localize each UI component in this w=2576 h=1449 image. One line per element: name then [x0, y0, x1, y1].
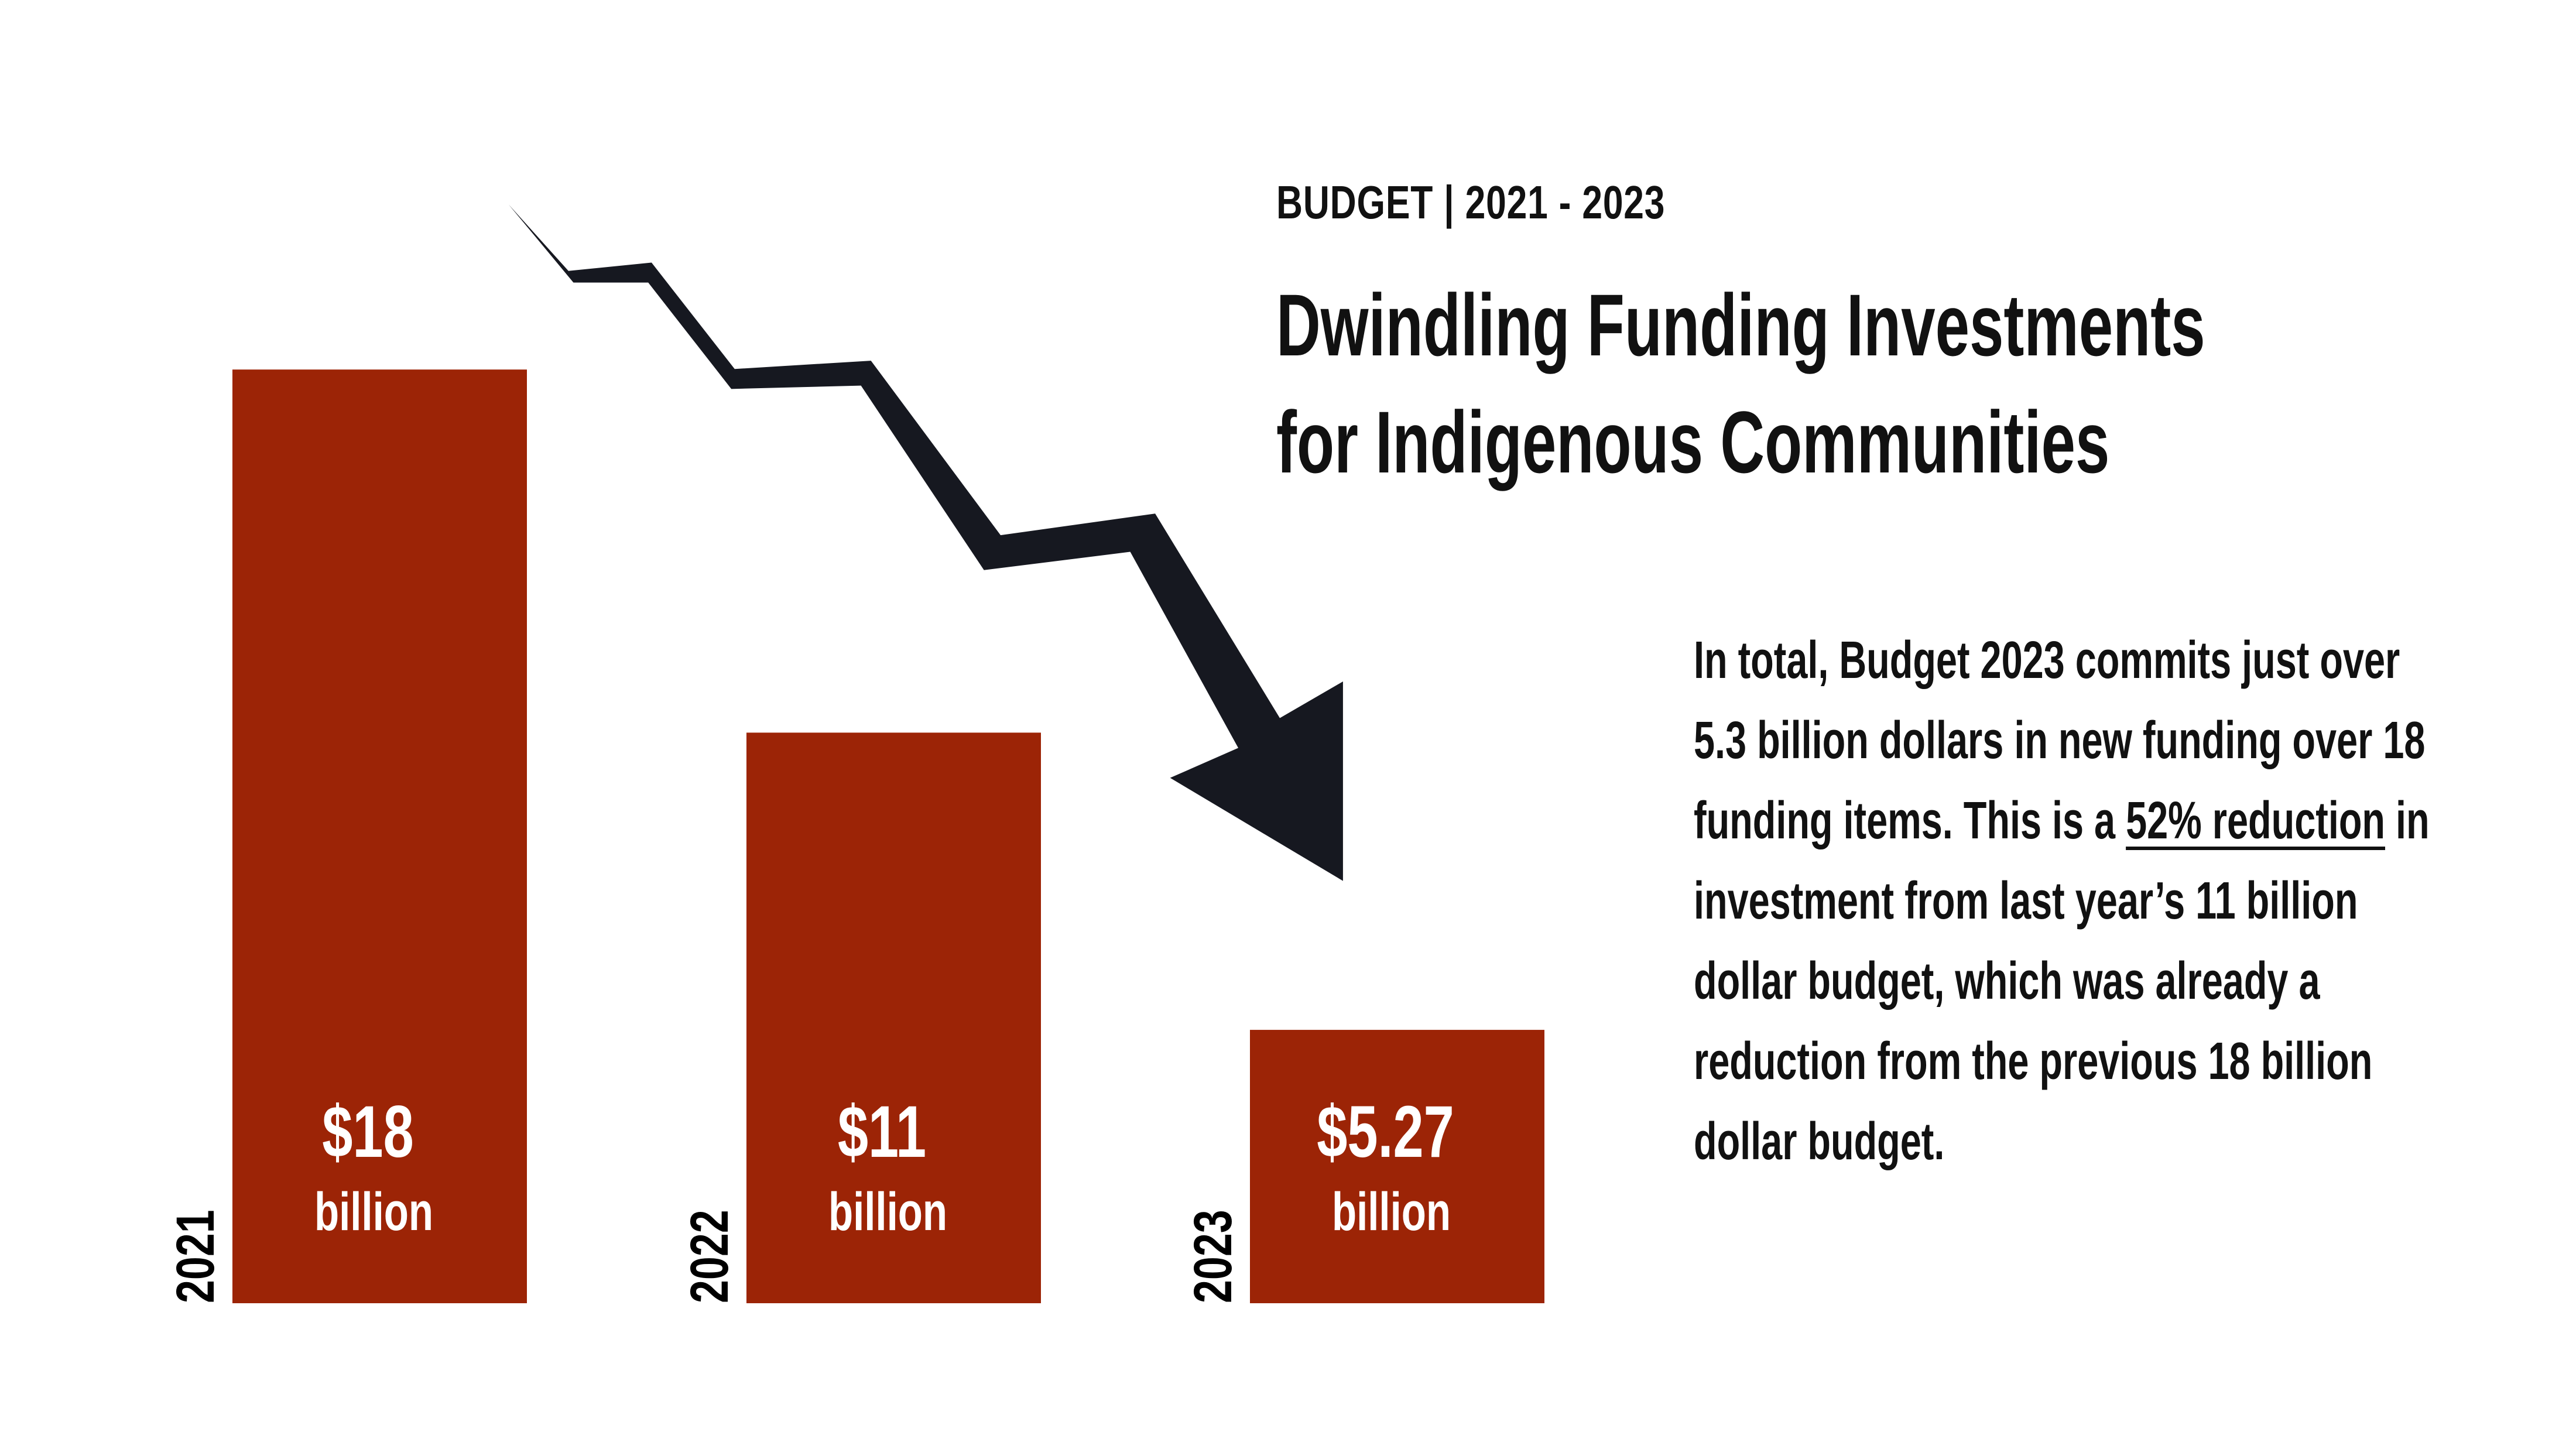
value-label: $18: [322, 1091, 413, 1173]
year-label: 2021: [165, 1210, 225, 1303]
title: Dwindling Funding Investments for Indige…: [1276, 266, 2506, 501]
year-label: 2022: [679, 1210, 739, 1303]
body-text-part: in investment from last year’s 11 billio…: [1694, 792, 2430, 1171]
year-label: 2023: [1183, 1210, 1243, 1303]
value-unit: billion: [828, 1181, 947, 1242]
bar: [232, 369, 527, 1304]
value-unit: billion: [1332, 1181, 1451, 1242]
value-label: $11: [838, 1091, 926, 1173]
title-line: for Indigenous Communities: [1276, 393, 2110, 491]
body-text: In total, Budget 2023 commits just over …: [1694, 621, 2444, 1182]
value-unit: billion: [314, 1181, 433, 1242]
bar: [746, 732, 1041, 1303]
body-text-highlight: 52% reduction: [2126, 792, 2386, 850]
value-label: $5.27: [1317, 1091, 1454, 1173]
bar: [1250, 1030, 1544, 1303]
body-text-part: In total, Budget 2023 commits just over …: [1694, 631, 2426, 850]
decline-arrow: [508, 204, 1343, 881]
title-line: Dwindling Funding Investments: [1276, 276, 2205, 374]
subtitle: BUDGET | 2021 - 2023: [1276, 176, 1666, 228]
